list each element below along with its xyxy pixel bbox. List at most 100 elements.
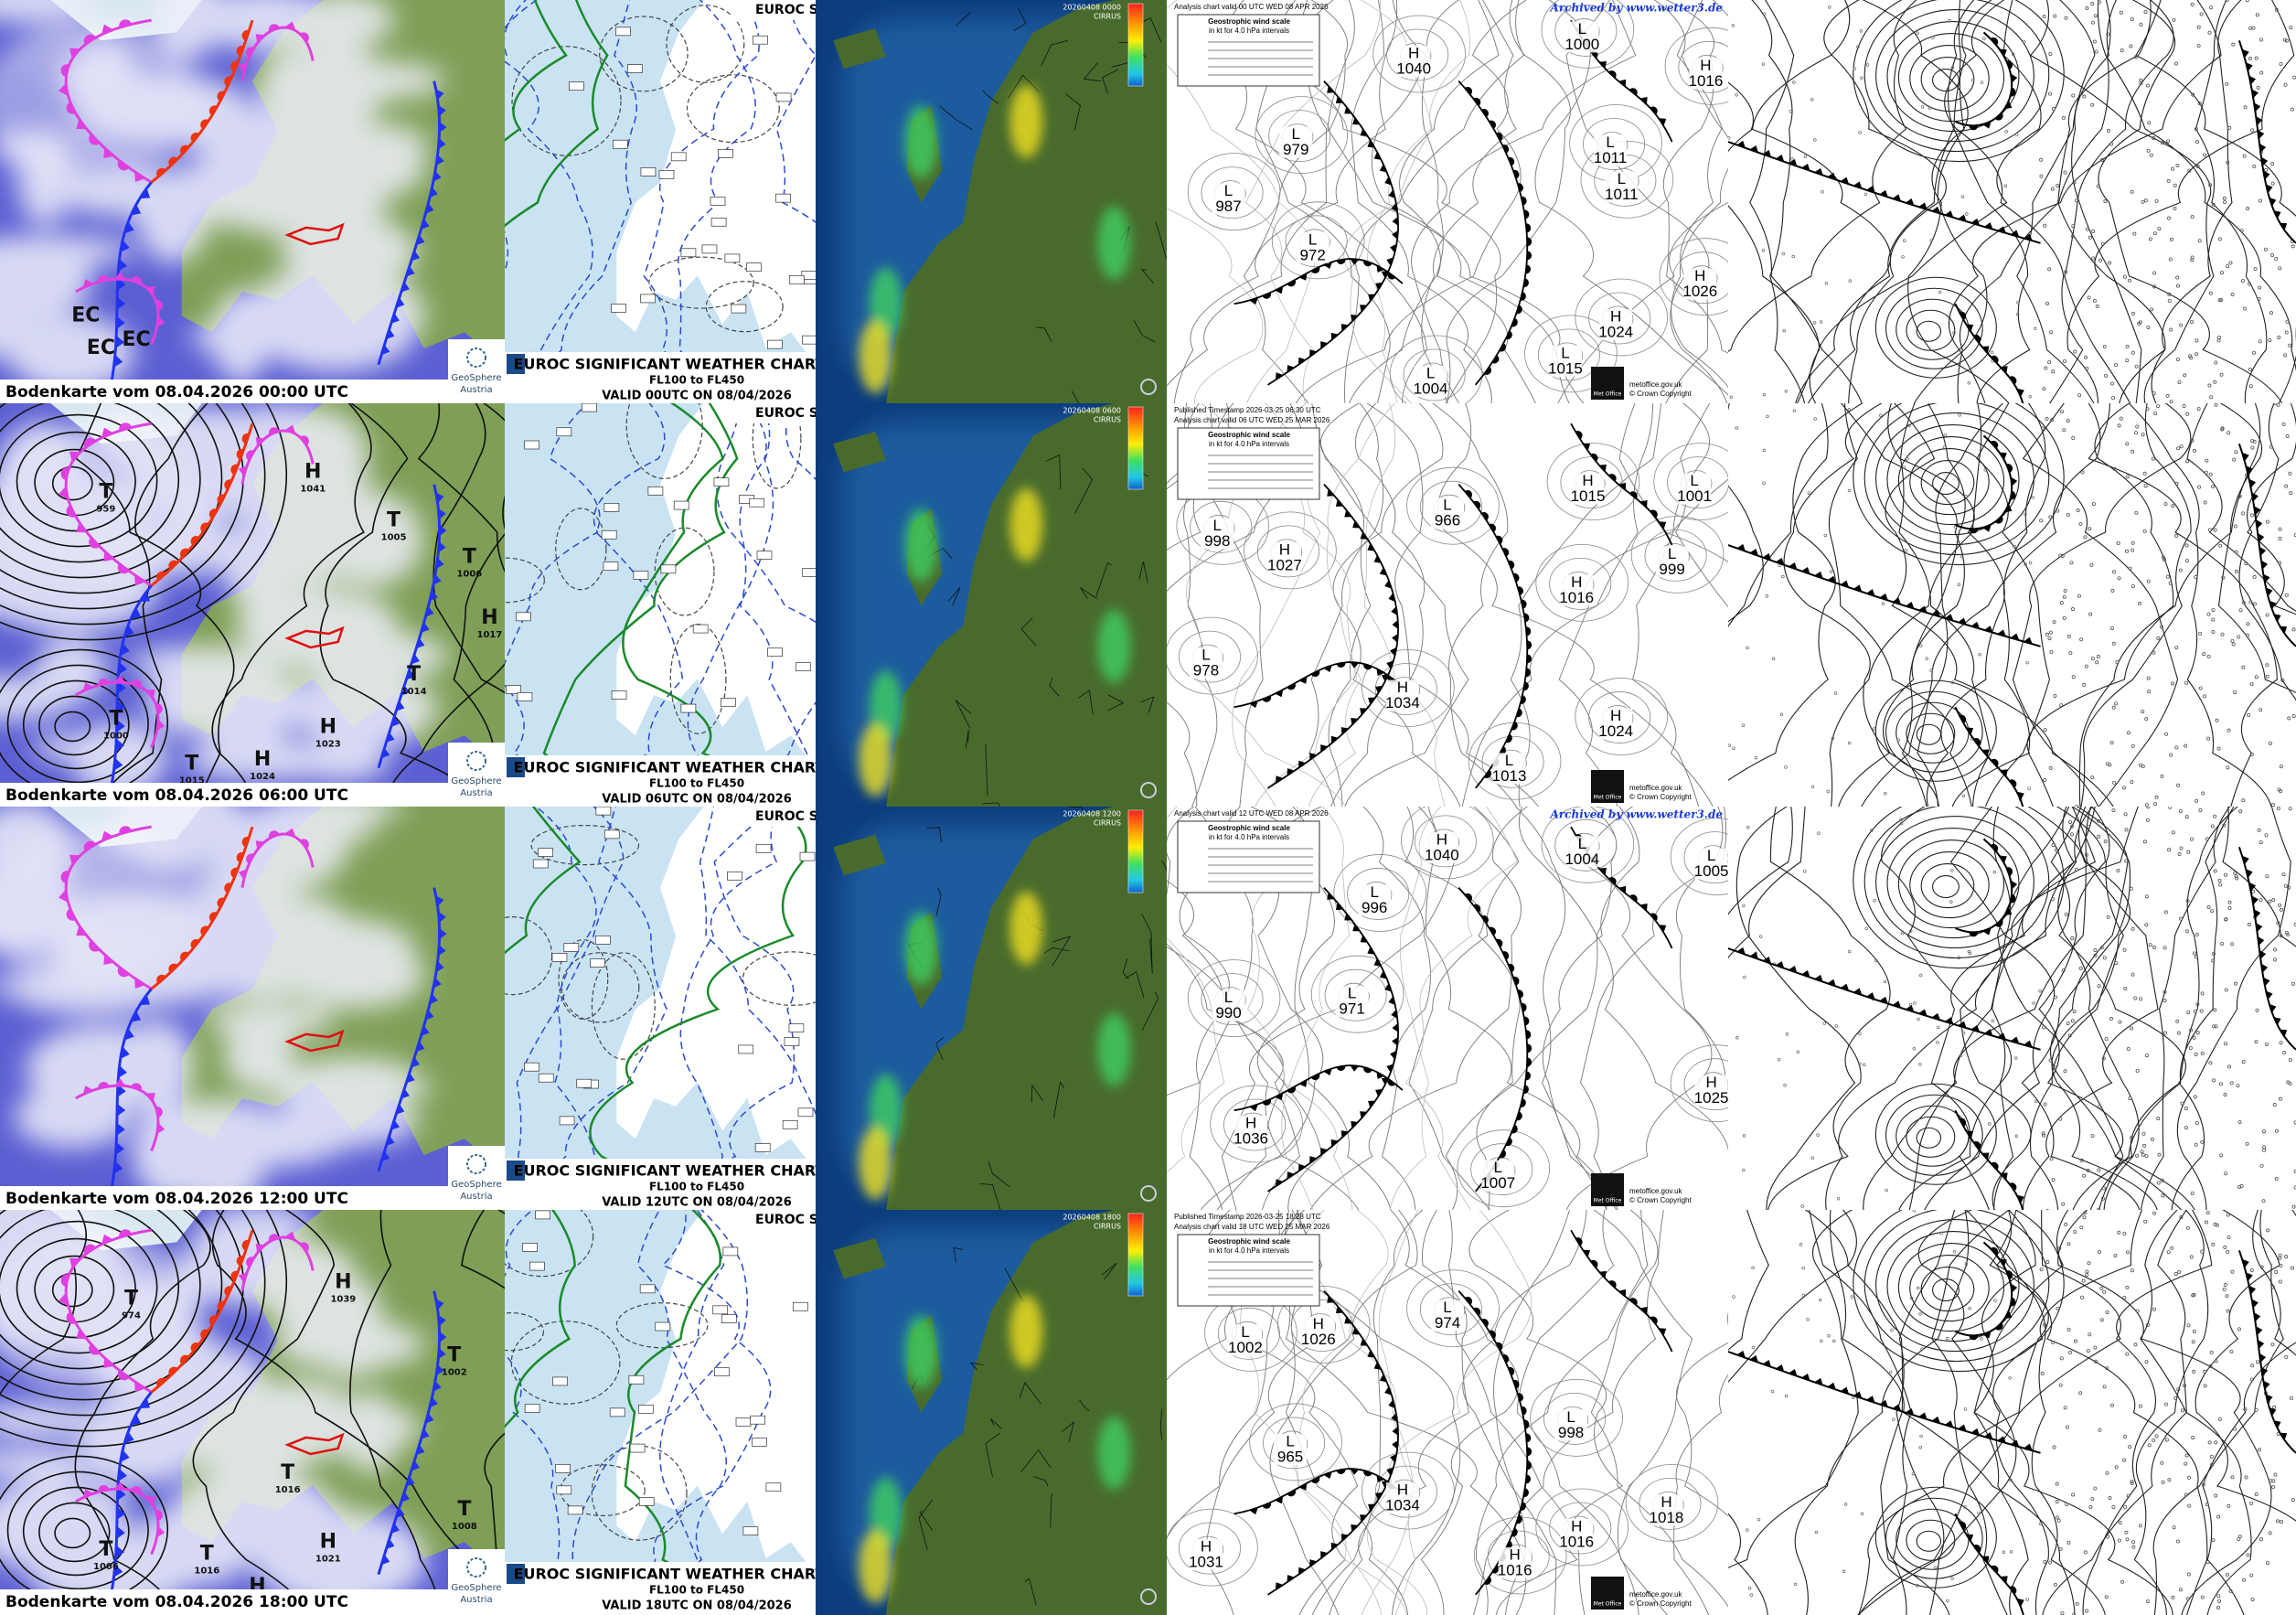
cloud [0,1210,53,1267]
station [1784,1394,1789,1398]
station [2230,638,2235,643]
border [1078,690,1094,715]
station [2274,1270,2279,1275]
front-symbol [429,590,438,602]
station [2126,1250,2130,1255]
front-symbol [1525,668,1532,678]
station [2050,418,2055,422]
isobar [1897,1243,2005,1332]
isobar [433,403,505,694]
title-top: EUROC SIGNIFICANT WEATHER CHART [755,406,1029,421]
station [2249,1501,2254,1505]
isobar [1541,0,1635,69]
front-symbol [1481,109,1489,118]
annotation-box [559,1116,575,1126]
cloud-spiral [46,67,136,135]
front-symbol [2254,1312,2261,1322]
front-symbol [1360,1514,1368,1523]
station [2223,1093,2227,1097]
wind-scale-title: Geostrophic wind scale [1208,431,1290,439]
front-symbol [1298,676,1308,684]
station [2161,1193,2165,1198]
front-symbol [76,119,87,130]
pressure-value: 966 [1435,512,1460,529]
isobar [1863,807,2087,1212]
cloud [281,942,425,1010]
front-symbol [1582,1249,1591,1257]
station [2106,1535,2110,1539]
front-symbol [1287,682,1296,690]
title-box-top [732,0,816,20]
station [2124,1530,2129,1535]
station [1813,417,1817,421]
station [2194,1053,2198,1057]
cloud [32,733,134,761]
station [1948,18,1951,23]
annotation-box [712,1305,729,1315]
front-symbol [300,32,309,43]
station [2043,223,2047,228]
station [2088,235,2092,240]
front-symbol [1275,286,1284,294]
front-symbol [134,171,145,182]
station [2242,1578,2247,1582]
paper [1728,807,2296,1212]
front-symbol [1309,1156,1318,1164]
annotation-box [517,692,533,701]
station [1789,110,1792,113]
label-bg [1498,1546,1532,1578]
caption-bar [0,1589,448,1615]
front-symbol [60,64,69,77]
stamp: 20260408 0600 [1063,407,1121,415]
station [2207,383,2212,388]
front-symbol [1323,1068,1332,1076]
isobar [1554,5,1618,57]
station [2053,995,2057,1000]
label-bg [1296,231,1330,263]
border [982,802,1001,808]
front-symbol [1249,701,1258,709]
station [2270,181,2275,186]
station [1980,1337,1983,1341]
station [2079,637,2084,642]
isobar [54,711,91,743]
front-symbol [1512,572,1520,583]
front-symbol [1376,264,1385,273]
station [2130,1135,2134,1139]
turbulence-line [516,807,597,1212]
station [2141,765,2145,769]
label-bg [1599,308,1633,340]
station [2224,917,2228,922]
front-symbol [66,1311,76,1324]
station [2145,1322,2150,1327]
isobar [1672,251,1728,305]
annotation-box [590,958,605,968]
annotation-box [611,690,627,700]
border [982,90,999,104]
front-symbol [118,661,127,675]
station [2184,815,2189,819]
pressure-symbol: EC [87,337,115,359]
front-symbol [1508,560,1515,570]
station [2043,1322,2047,1327]
isobar [1554,818,1618,872]
isobar [2088,807,2235,1212]
station [1826,789,1831,794]
levels: FL100 to FL450 [649,777,744,790]
metoffice-name: Met Office [1594,1198,1622,1204]
front-symbol [1275,1496,1284,1504]
station [2206,654,2211,658]
front-symbol [436,1364,444,1375]
station [2249,1573,2254,1578]
front-symbol [1336,259,1346,264]
front-symbol [1323,665,1332,673]
front-symbol [1491,355,1500,364]
station [2059,703,2064,708]
station [2099,1286,2104,1290]
annotation-box [752,1438,767,1447]
coastline [1389,807,1442,1212]
front-symbol [1388,189,1395,199]
station [1968,1306,1971,1310]
front-symbol [1351,314,1359,323]
station [1813,138,1817,142]
